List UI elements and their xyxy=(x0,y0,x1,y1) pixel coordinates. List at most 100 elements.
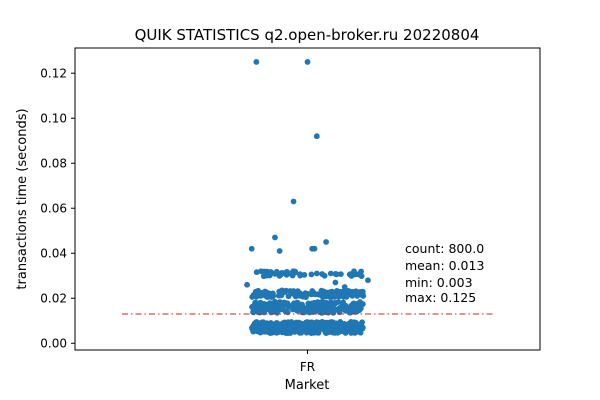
data-point xyxy=(294,288,301,294)
data-point xyxy=(319,324,326,331)
y-axis-label: transactions time (seconds) xyxy=(15,108,30,289)
data-point xyxy=(332,306,339,313)
data-point xyxy=(290,288,297,294)
data-point xyxy=(276,272,283,279)
data-point xyxy=(257,308,264,315)
data-point xyxy=(308,271,315,278)
data-point xyxy=(268,292,275,299)
data-point xyxy=(332,279,339,286)
data-point xyxy=(260,290,267,297)
data-point xyxy=(357,322,363,328)
x-tick-label: FR xyxy=(300,360,315,374)
data-point xyxy=(273,329,280,336)
data-point xyxy=(338,306,344,313)
data-point xyxy=(359,288,366,295)
data-point xyxy=(342,328,349,335)
data-point xyxy=(313,270,320,277)
stats-count: count: 800.0 xyxy=(405,241,484,256)
data-point xyxy=(293,322,299,328)
data-point xyxy=(281,323,288,330)
data-point xyxy=(313,321,320,328)
data-point xyxy=(354,327,360,334)
stats-annotation: count: 800.0 mean: 0.013 min: 0.003 max:… xyxy=(405,241,484,305)
data-point xyxy=(285,293,292,300)
data-point xyxy=(300,323,307,330)
data-point xyxy=(337,325,344,332)
data-point xyxy=(346,322,353,328)
data-point xyxy=(308,323,315,330)
data-point xyxy=(277,323,283,330)
data-point xyxy=(338,271,344,278)
data-point xyxy=(324,329,331,336)
y-tick-label: 0.02 xyxy=(40,292,67,306)
data-point xyxy=(325,321,331,328)
data-point xyxy=(300,293,306,300)
data-point xyxy=(297,271,303,278)
data-point xyxy=(348,273,355,279)
y-tick-label: 0.00 xyxy=(40,337,67,351)
data-point xyxy=(276,248,283,254)
data-point xyxy=(304,59,311,65)
y-axis-ticks: 0.00 0.02 0.04 0.06 0.08 0.10 0.12 xyxy=(40,67,75,351)
data-point xyxy=(338,320,345,327)
data-point xyxy=(330,323,337,330)
y-tick-label: 0.12 xyxy=(40,67,67,81)
data-point xyxy=(286,270,292,277)
data-point xyxy=(318,292,325,299)
data-point xyxy=(272,270,278,277)
data-point xyxy=(257,327,264,333)
stats-max: max: 0.125 xyxy=(405,290,476,305)
data-point xyxy=(295,301,302,308)
data-point xyxy=(316,309,323,316)
data-point xyxy=(341,284,348,290)
data-point xyxy=(251,323,258,330)
data-point xyxy=(319,271,326,277)
data-point xyxy=(249,294,256,300)
y-tick-label: 0.08 xyxy=(40,157,67,171)
data-point xyxy=(305,301,312,308)
data-point xyxy=(356,307,363,314)
data-point xyxy=(333,271,340,278)
y-tick-label: 0.04 xyxy=(40,247,67,261)
data-point xyxy=(272,234,278,241)
data-point xyxy=(351,268,357,275)
data-point xyxy=(251,303,257,309)
data-point xyxy=(340,299,347,306)
y-tick-label: 0.10 xyxy=(40,112,67,126)
data-point xyxy=(311,245,318,252)
chart-title: QUIK STATISTICS q2.open-broker.ru 202208… xyxy=(135,26,480,44)
data-point xyxy=(312,291,319,298)
data-point xyxy=(365,277,371,284)
data-point xyxy=(358,268,365,275)
data-point xyxy=(292,328,299,335)
data-point xyxy=(309,328,316,335)
data-point xyxy=(352,307,358,313)
x-axis-ticks: FR xyxy=(300,350,315,374)
data-point xyxy=(257,304,264,310)
data-point xyxy=(283,301,289,308)
data-point xyxy=(278,305,285,311)
data-point xyxy=(349,292,356,299)
data-point xyxy=(257,299,264,306)
data-point xyxy=(267,270,274,277)
data-point xyxy=(250,309,257,316)
data-point xyxy=(327,270,334,277)
data-point xyxy=(290,198,297,205)
data-point xyxy=(253,269,260,276)
data-point xyxy=(348,328,355,335)
stats-mean: mean: 0.013 xyxy=(405,258,484,273)
data-point xyxy=(253,59,260,65)
data-point xyxy=(354,302,361,308)
data-point xyxy=(354,289,361,296)
stats-min: min: 0.003 xyxy=(405,275,473,290)
x-axis-label: Market xyxy=(285,378,330,393)
data-point xyxy=(258,268,264,275)
data-point xyxy=(268,305,275,312)
data-point xyxy=(329,302,336,309)
data-point xyxy=(244,281,250,288)
data-point xyxy=(331,290,338,296)
data-point xyxy=(325,308,331,315)
data-point xyxy=(267,322,274,329)
